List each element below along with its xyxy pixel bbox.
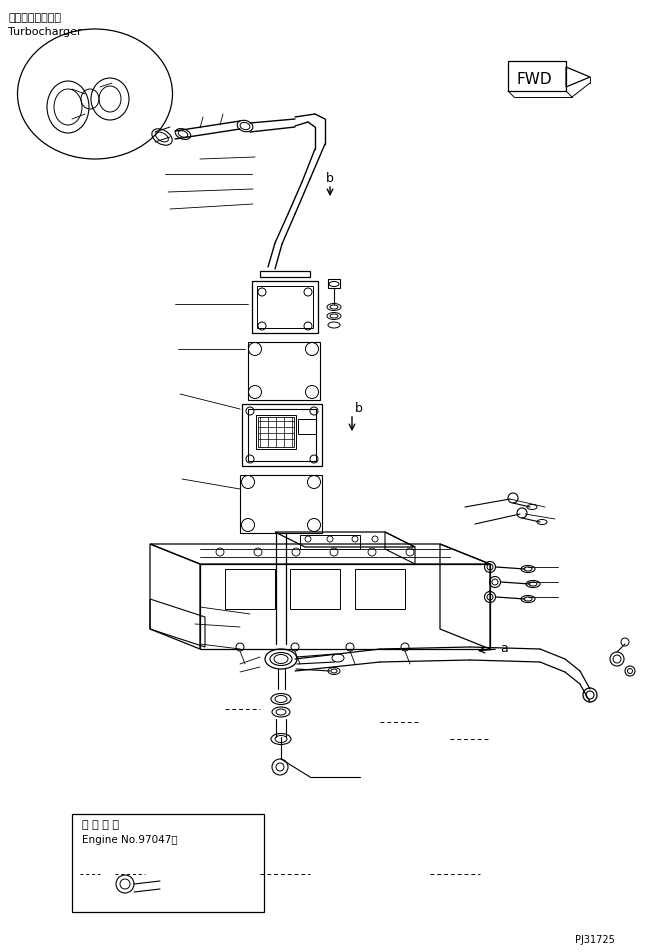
- Bar: [248, 409, 316, 462]
- Bar: [248, 343, 320, 401]
- Bar: [242, 405, 322, 466]
- Bar: [225, 569, 275, 609]
- Bar: [257, 287, 313, 328]
- Text: Engine No.97047～: Engine No.97047～: [82, 834, 178, 844]
- Text: PJ31725: PJ31725: [575, 934, 615, 944]
- Bar: [260, 271, 310, 278]
- Text: ターボチャージャ: ターボチャージャ: [8, 13, 61, 23]
- Bar: [258, 418, 294, 447]
- Text: b: b: [326, 171, 334, 185]
- Bar: [300, 535, 360, 549]
- Text: a: a: [500, 641, 508, 654]
- Text: FWD: FWD: [517, 72, 553, 88]
- Bar: [298, 420, 316, 434]
- Bar: [72, 814, 264, 912]
- Text: 適 用 号 機: 適 用 号 機: [82, 819, 119, 829]
- Text: b: b: [355, 401, 363, 414]
- Bar: [355, 569, 405, 609]
- Bar: [256, 416, 296, 449]
- Text: Turbocharger: Turbocharger: [8, 27, 81, 37]
- Bar: [252, 282, 318, 333]
- Bar: [290, 569, 340, 609]
- Bar: [328, 280, 340, 288]
- Bar: [240, 475, 322, 533]
